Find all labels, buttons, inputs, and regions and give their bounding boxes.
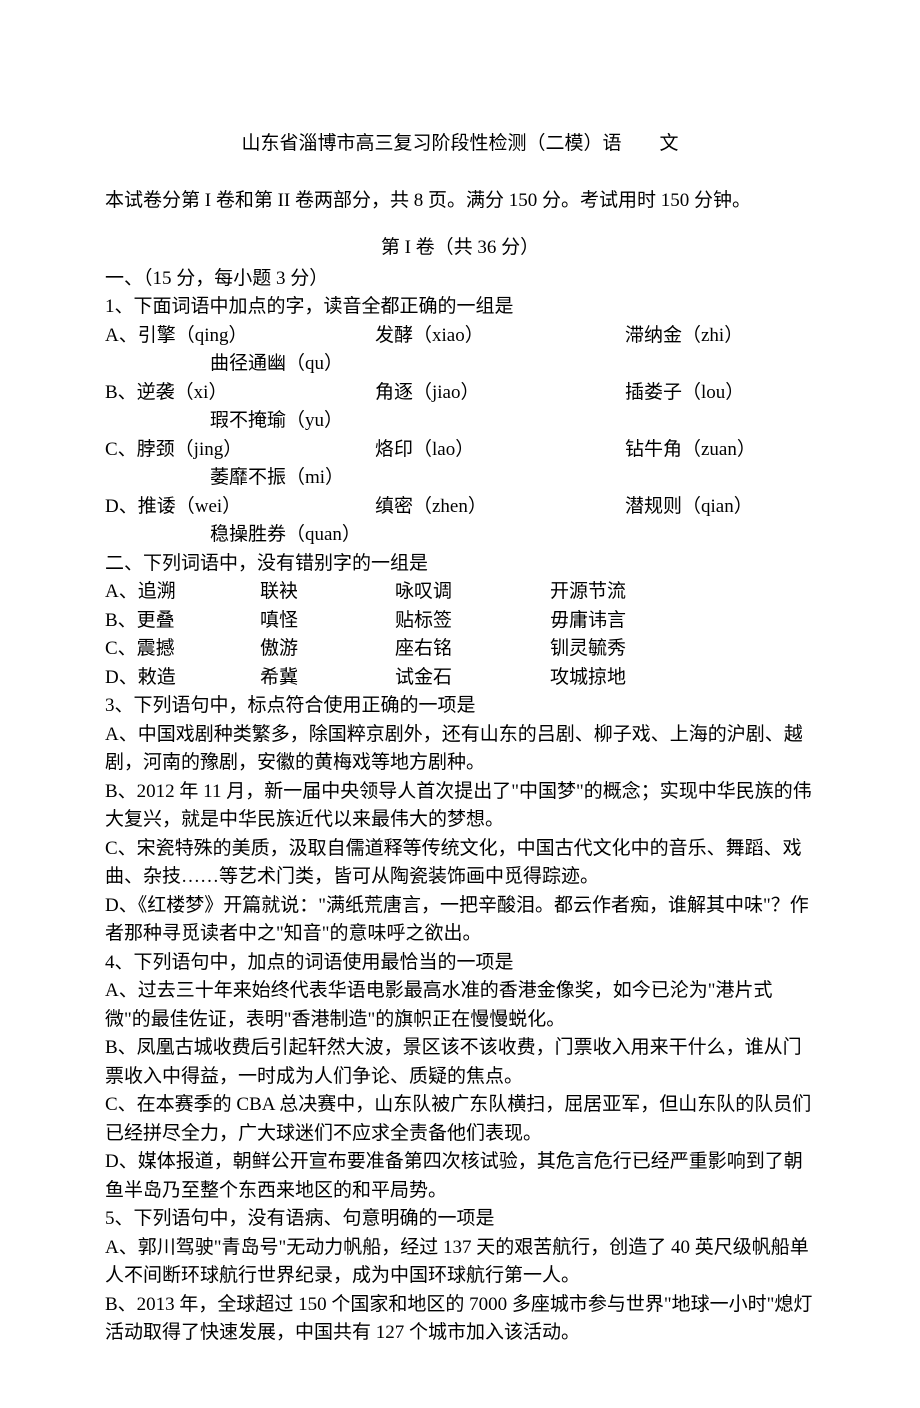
document-page: 山东省淄博市高三复习阶段性检测（二模）语 文 本试卷分第 I 卷和第 II 卷两… [0,0,920,1408]
q1c-word4: 萎靡不振（mi） [105,464,815,493]
q2-option-d: D、敕造 希冀 试金石 攻城掠地 [105,664,815,693]
q2d-w1: D、敕造 [105,664,260,693]
q2-option-b: B、更叠 嗔怪 贴标签 毋庸讳言 [105,607,815,636]
q2b-w2: 嗔怪 [260,607,395,636]
q1-option-b: B、逆袭（xi） 角逐（jiao） 插娄子（lou） [105,379,815,408]
q1d-word3: 潜规则（qian） [625,493,815,522]
q1c-word1: C、脖颈（jing） [105,436,375,465]
q1d-word4: 稳操胜券（quan） [105,521,815,550]
q1-option-c: C、脖颈（jing） 烙印（lao） 钻牛角（zuan） [105,436,815,465]
q1b-word3: 插娄子（lou） [625,379,815,408]
q3-option-d: D、《红楼梦》开篇就说："满纸荒唐言，一把辛酸泪。都云作者痴，谁解其中味"？作者… [105,892,815,949]
q2a-w1: A、追溯 [105,578,260,607]
question-2: 二、下列词语中，没有错别字的一组是 [105,550,815,579]
q2c-w3: 座右铭 [395,635,550,664]
q2c-w4: 钏灵毓秀 [550,635,815,664]
q1-option-d: D、推诿（wei） 缜密（zhen） 潜规则（qian） [105,493,815,522]
q1b-word4: 瑕不掩瑜（yu） [105,407,815,436]
q1-option-a: A、引擎（qing） 发酵（xiao） 滞纳金（zhi） [105,322,815,351]
q1b-word1: B、逆袭（xi） [105,379,375,408]
q5-option-a: A、郭川驾驶"青岛号"无动力帆船，经过 137 天的艰苦航行，创造了 40 英尺… [105,1234,815,1291]
q4-option-b: B、凤凰古城收费后引起轩然大波，景区该不该收费，门票收入用来干什么，谁从门票收入… [105,1034,815,1091]
q2-option-a: A、追溯 联袂 咏叹调 开源节流 [105,578,815,607]
page-title: 山东省淄博市高三复习阶段性检测（二模）语 文 [105,130,815,159]
q1a-word1: A、引擎（qing） [105,322,375,351]
q1a-word3: 滞纳金（zhi） [625,322,815,351]
question-3: 3、下列语句中，标点符合使用正确的一项是 [105,692,815,721]
q2a-w2: 联袂 [260,578,395,607]
q1b-word2: 角逐（jiao） [375,379,625,408]
q2a-w4: 开源节流 [550,578,815,607]
q1a-word4: 曲径通幽（qu） [105,350,815,379]
q4-option-c: C、在本赛季的 CBA 总决赛中，山东队被广东队横扫，屈居亚军，但山东队的队员们… [105,1091,815,1148]
q4-option-d: D、媒体报道，朝鲜公开宣布要准备第四次核试验，其危言危行已经严重影响到了朝鱼半岛… [105,1148,815,1205]
q3-option-a: A、中国戏剧种类繁多，除国粹京剧外，还有山东的吕剧、柳子戏、上海的沪剧、越剧，河… [105,721,815,778]
q2-option-c: C、震撼 傲游 座右铭 钏灵毓秀 [105,635,815,664]
q5-option-b: B、2013 年，全球超过 150 个国家和地区的 7000 多座城市参与世界"… [105,1291,815,1348]
q2d-w4: 攻城掠地 [550,664,815,693]
q1c-word2: 烙印（lao） [375,436,625,465]
q4-option-a: A、过去三十年来始终代表华语电影最高水准的香港金像奖，如今已沦为"港片式微"的最… [105,977,815,1034]
q2c-w2: 傲游 [260,635,395,664]
part-subtitle: 第 I 卷（共 36 分） [105,234,815,263]
question-1: 1、下面词语中加点的字，读音全都正确的一组是 [105,293,815,322]
question-5: 5、下列语句中，没有语病、句意明确的一项是 [105,1205,815,1234]
q3-option-b: B、2012 年 11 月，新一届中央领导人首次提出了"中国梦"的概念；实现中华… [105,778,815,835]
section-1-header: 一、（15 分，每小题 3 分） [105,265,815,294]
intro-text: 本试卷分第 I 卷和第 II 卷两部分，共 8 页。满分 150 分。考试用时 … [105,187,815,216]
q2a-w3: 咏叹调 [395,578,550,607]
q2b-w3: 贴标签 [395,607,550,636]
q2c-w1: C、震撼 [105,635,260,664]
q1c-word3: 钻牛角（zuan） [625,436,815,465]
q1d-word1: D、推诿（wei） [105,493,375,522]
q2d-w2: 希冀 [260,664,395,693]
q2d-w3: 试金石 [395,664,550,693]
q3-option-c: C、宋瓷特殊的美质，汲取自儒道释等传统文化，中国古代文化中的音乐、舞蹈、戏曲、杂… [105,835,815,892]
q1d-word2: 缜密（zhen） [375,493,625,522]
question-4: 4、下列语句中，加点的词语使用最恰当的一项是 [105,949,815,978]
q2b-w4: 毋庸讳言 [550,607,815,636]
q1a-word2: 发酵（xiao） [375,322,625,351]
q2b-w1: B、更叠 [105,607,260,636]
